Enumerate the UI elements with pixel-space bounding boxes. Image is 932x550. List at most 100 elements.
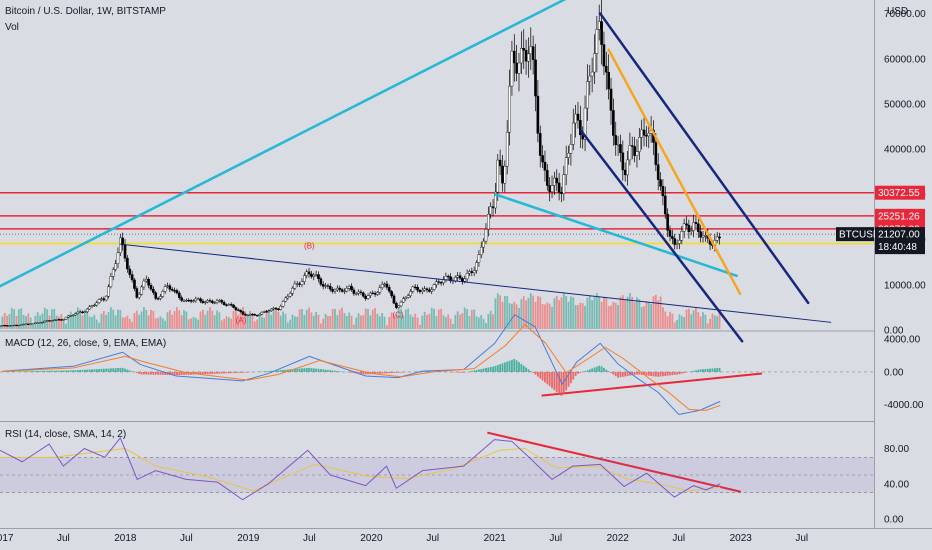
candle-body [531,46,535,61]
volume-bar [277,311,280,329]
macd-histogram-bar [463,371,466,373]
candle-body [331,289,334,292]
candle-body [303,275,306,282]
macd-histogram-bar [55,370,58,372]
candle-body [574,113,577,124]
macd-pane: MACD (12, 26, close, 9, EMA, EMA) [0,314,874,415]
macd-histogram-bar [88,369,91,372]
candle-body [715,236,719,241]
volume-bar [256,319,259,329]
macd-histogram-bar [185,371,188,375]
volume-bar [393,315,395,329]
macd-histogram-bar [695,370,697,372]
volume-bar [55,315,58,329]
candle-body [640,129,643,138]
macd-histogram-bar [496,365,499,372]
macd-histogram-bar [152,371,155,375]
macd-histogram-bar [334,370,336,372]
volume-bar [426,314,428,329]
volume-bar [53,308,56,329]
time-tick-label: 2022 [607,533,630,544]
candle-body [170,289,174,291]
candle-body [288,293,292,297]
volume-bar [100,313,103,329]
candle-body [90,305,94,307]
volume-bar [612,301,615,329]
candle-body [180,297,183,301]
candle-body [423,288,426,291]
grid [0,0,932,529]
volume-bar [473,309,476,329]
rsi-tick-label: 0.00 [884,515,904,526]
macd-histogram-bar [633,371,636,375]
candle-body [41,321,44,324]
candle-body [376,292,379,295]
candle-body [604,65,608,73]
volume-bar [348,312,351,329]
candle-body [241,311,245,315]
volume-bar [190,318,192,329]
volume-bar [121,317,124,329]
macd-histogram-bar [296,368,299,372]
volume-bar [671,313,674,329]
candle-body [154,292,158,299]
volume-bar [558,300,561,329]
volume-bar [216,310,218,329]
macd-histogram-bar [492,366,494,372]
candle-body [602,44,606,67]
candle-body [15,324,18,327]
candle-body [612,110,615,136]
macd-histogram-bar [150,371,152,375]
volume-bar [466,309,469,329]
macd-histogram-bar [555,371,558,393]
macd-histogram-bar [303,368,306,372]
candle-body [22,323,25,326]
volume-bar [433,308,435,329]
macd-line [2,314,721,415]
macd-histogram-bar [176,371,178,376]
candle-body [468,271,471,274]
macd-histogram-bar [322,369,325,372]
price-level-tag-bg [875,185,925,200]
volume-bar [374,308,376,329]
volume-bar [324,313,327,329]
candle-body [324,285,327,287]
trendlines[interactable] [0,0,832,493]
volume-bar [588,295,591,329]
macd-histogram-bar [204,371,207,375]
volume-bar [180,315,183,329]
candle-body [505,132,509,167]
macd-histogram-bar [711,368,714,372]
candle-body [496,159,500,193]
volume-bar [225,316,228,329]
volume-bar [327,315,329,329]
time-tick-label: 2019 [237,533,260,544]
candle-body [36,322,40,324]
volume-bar [631,296,634,329]
current-price-tag: 21207.00 [878,230,920,241]
candle-body [24,323,28,325]
macd-histogram-bar [178,371,181,376]
volume-bar [654,294,657,329]
macd-histogram-bar [220,371,223,374]
candle-body [298,283,301,285]
volume-bar [666,316,669,329]
price-tags: 30372.5525251.2622376.8219129.64BTCUSD21… [836,185,925,255]
volume-bar [6,315,8,329]
volume-bar [93,314,96,329]
volume-bar [555,295,558,329]
macd-histogram-bar [374,371,376,374]
candle-body [246,314,250,317]
volume-bar [489,310,492,329]
candle-body [678,240,681,244]
volume-bar [572,297,575,329]
candle-body [194,298,198,301]
volume-bar [437,309,440,329]
candle-body [527,53,530,62]
candle-body [109,276,113,287]
macd-histogram-bar [426,371,428,372]
volume-bar [381,313,384,329]
volume-bar [88,316,91,329]
candle-body [248,314,252,316]
